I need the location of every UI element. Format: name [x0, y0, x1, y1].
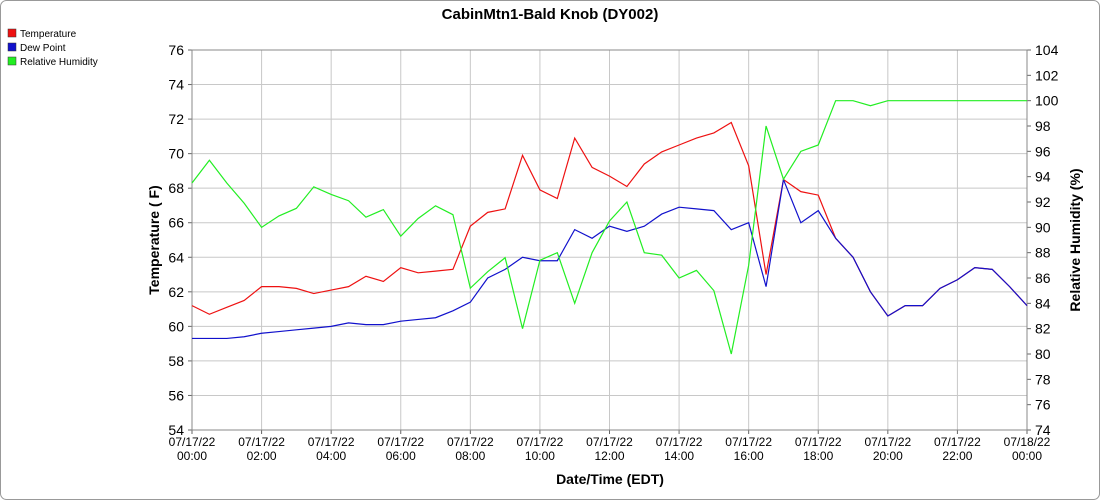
y2-tick-label: 104 — [1035, 42, 1059, 58]
legend-swatch — [7, 28, 17, 38]
y-tick-label: 68 — [168, 180, 184, 196]
x-tick-label: 07/17/22 06:00 — [377, 435, 424, 463]
legend-label: Temperature — [20, 29, 77, 40]
x-tick-label: 07/17/22 02:00 — [238, 435, 285, 463]
x-tick-label: 07/17/22 00:00 — [169, 435, 216, 463]
legend-label: Dew Point — [20, 43, 66, 54]
series-line — [192, 177, 1028, 340]
y2-tick-label: 86 — [1035, 270, 1051, 286]
legend-swatch — [7, 56, 17, 66]
y-tick-label: 60 — [168, 318, 184, 334]
y-tick-label: 56 — [168, 387, 184, 403]
x-tick-label: 07/17/22 10:00 — [517, 435, 564, 463]
x-tick-label: 07/17/22 12:00 — [586, 435, 633, 463]
y-tick-label: 72 — [168, 111, 184, 127]
y-tick-label: 76 — [168, 42, 184, 58]
x-tick-label: 07/18/22 00:00 — [1004, 435, 1051, 463]
x-tick-label: 07/17/22 04:00 — [308, 435, 355, 463]
y-tick-label: 64 — [168, 249, 184, 265]
y2-tick-label: 90 — [1035, 219, 1051, 235]
y-tick-label: 74 — [168, 77, 184, 93]
x-tick-label: 07/17/22 08:00 — [447, 435, 494, 463]
y2-tick-label: 96 — [1035, 143, 1051, 159]
x-tick-label: 07/17/22 22:00 — [934, 435, 981, 463]
y-tick-label: 70 — [168, 146, 184, 162]
y2-tick-label: 82 — [1035, 321, 1051, 337]
y2-axis-title: Relative Humidity (%) — [1067, 168, 1083, 311]
y2-tick-label: 102 — [1035, 67, 1059, 83]
y2-tick-label: 80 — [1035, 346, 1051, 362]
legend-label: Relative Humidity — [20, 57, 98, 68]
plot-border — [191, 49, 1028, 431]
y2-tick-label: 94 — [1035, 169, 1051, 185]
y-tick-label: 54 — [168, 422, 184, 438]
y-tick-label: 66 — [168, 215, 184, 231]
y-axis-title: Temperature ( F) — [146, 185, 162, 294]
y2-tick-label: 88 — [1035, 245, 1051, 261]
y2-tick-label: 74 — [1035, 422, 1051, 438]
y2-tick-label: 98 — [1035, 118, 1051, 134]
x-tick-label: 07/17/22 16:00 — [725, 435, 772, 463]
y2-tick-label: 100 — [1035, 93, 1059, 109]
chart-title: CabinMtn1-Bald Knob (DY002) — [442, 6, 659, 23]
y2-tick-label: 76 — [1035, 397, 1051, 413]
y2-tick-label: 92 — [1035, 194, 1051, 210]
x-tick-label: 07/17/22 20:00 — [864, 435, 911, 463]
x-tick-label: 07/17/22 14:00 — [656, 435, 703, 463]
x-axis-title: Date/Time (EDT) — [556, 471, 664, 487]
legend-swatch — [7, 42, 17, 52]
x-tick-label: 07/17/22 18:00 — [795, 435, 842, 463]
series-line — [191, 100, 1027, 355]
y-tick-label: 58 — [168, 353, 184, 369]
y2-tick-label: 78 — [1035, 371, 1051, 387]
y2-tick-label: 84 — [1035, 295, 1051, 311]
y-tick-label: 62 — [168, 284, 184, 300]
